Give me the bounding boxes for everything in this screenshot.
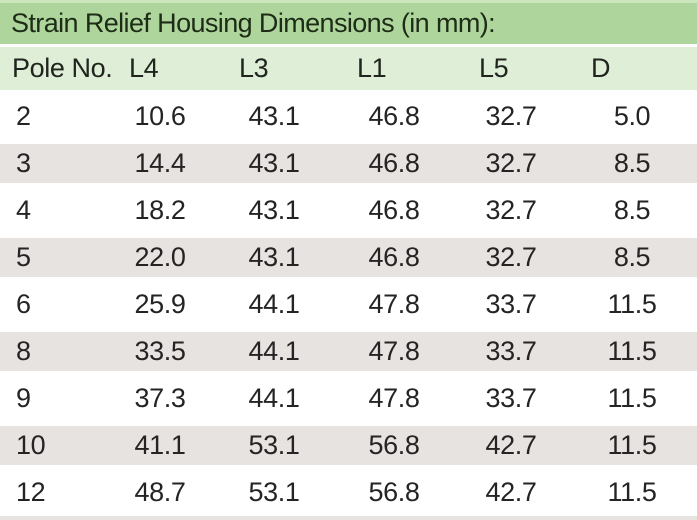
table-bottom-edge	[0, 516, 697, 520]
table-cell: 56.8	[368, 477, 420, 507]
table-cell: 37.3	[134, 383, 186, 413]
table-cell: 6	[16, 289, 31, 319]
table-row: 6 25.9 44.1 47.8 33.7 11.5	[0, 281, 697, 328]
column-header-l1: L1	[357, 53, 387, 83]
table-cell: 33.7	[485, 289, 537, 319]
table-cell: 10	[16, 430, 46, 460]
table-title: Strain Relief Housing Dimensions (in mm)…	[11, 8, 496, 38]
table-cell: 32.7	[485, 101, 537, 131]
table-cell: 46.8	[368, 242, 420, 272]
table-cell: 41.1	[134, 430, 186, 460]
table-cell: 2	[16, 101, 31, 131]
table-cell: 9	[16, 383, 31, 413]
column-header-l3: L3	[239, 53, 269, 83]
table-cell: 46.8	[368, 101, 420, 131]
table-cell: 14.4	[134, 148, 186, 178]
table-cell: 43.1	[248, 195, 300, 225]
table-cell: 46.8	[368, 195, 420, 225]
table-cell: 10.6	[134, 101, 186, 131]
table-cell: 46.8	[368, 148, 420, 178]
table-cell: 4	[16, 195, 31, 225]
table-cell: 8.5	[613, 242, 651, 272]
table-cell: 32.7	[485, 195, 537, 225]
table-row: 10 41.1 53.1 56.8 42.7 11.5	[0, 422, 697, 469]
table-cell: 5	[16, 242, 31, 272]
table-row: 12 48.7 53.1 56.8 42.7 11.5	[0, 469, 697, 516]
table-cell: 11.5	[607, 383, 657, 413]
column-header-pole-no: Pole No.	[12, 53, 113, 83]
table-cell: 8	[16, 336, 31, 366]
table-cell: 11.5	[607, 430, 657, 460]
table-cell: 47.8	[368, 289, 420, 319]
table-cell: 43.1	[248, 242, 300, 272]
column-header-l5: L5	[479, 53, 509, 83]
table-cell: 53.1	[248, 430, 300, 460]
table-cell: 43.1	[248, 101, 300, 131]
table-cell: 8.5	[613, 195, 651, 225]
table-cell: 8.5	[613, 148, 651, 178]
table-header-row: Pole No. L4 L3 L1 L5 D	[0, 47, 697, 90]
table-cell: 5.0	[613, 101, 651, 131]
table-cell: 25.9	[134, 289, 186, 319]
table-cell: 47.8	[368, 336, 420, 366]
table-cell: 32.7	[485, 242, 537, 272]
table-cell: 56.8	[368, 430, 420, 460]
table-row: 5 22.0 43.1 46.8 32.7 8.5	[0, 234, 697, 281]
table-cell: 47.8	[368, 383, 420, 413]
table-cell: 11.5	[607, 336, 657, 366]
table-title-bar: Strain Relief Housing Dimensions (in mm)…	[0, 0, 697, 44]
table-cell: 22.0	[134, 242, 186, 272]
table-cell: 33.5	[134, 336, 186, 366]
table-cell: 42.7	[485, 477, 537, 507]
table-cell: 44.1	[248, 289, 300, 319]
table-cell: 12	[16, 477, 46, 507]
table-cell: 48.7	[134, 477, 186, 507]
table-cell: 44.1	[248, 383, 300, 413]
column-header-d: D	[591, 53, 611, 83]
table-cell: 3	[16, 148, 31, 178]
table-cell: 11.5	[607, 289, 657, 319]
table-cell: 33.7	[485, 336, 537, 366]
table-cell: 43.1	[248, 148, 300, 178]
table-row: 3 14.4 43.1 46.8 32.7 8.5	[0, 140, 697, 187]
table-row: 2 10.6 43.1 46.8 32.7 5.0	[0, 93, 697, 140]
column-header-l4: L4	[129, 53, 159, 83]
table-cell: 53.1	[248, 477, 300, 507]
table-cell: 18.2	[134, 195, 186, 225]
table-cell: 33.7	[485, 383, 537, 413]
table-cell: 42.7	[485, 430, 537, 460]
table-row: 4 18.2 43.1 46.8 32.7 8.5	[0, 187, 697, 234]
table-row: 9 37.3 44.1 47.8 33.7 11.5	[0, 375, 697, 422]
table-row: 8 33.5 44.1 47.8 33.7 11.5	[0, 328, 697, 375]
table-cell: 11.5	[607, 477, 657, 507]
table-cell: 32.7	[485, 148, 537, 178]
table-cell: 44.1	[248, 336, 300, 366]
